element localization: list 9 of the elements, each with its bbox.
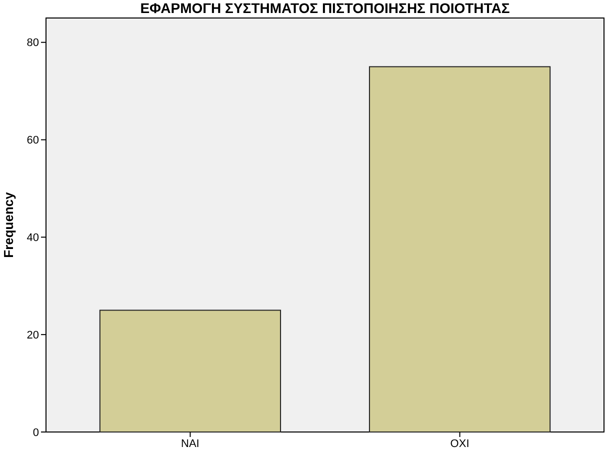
- y-tick-label: 80: [26, 37, 39, 50]
- y-tick-label: 0: [32, 426, 39, 439]
- x-tick-label: ΝΑΙ: [181, 438, 200, 450]
- y-tick-label: 60: [26, 134, 39, 147]
- y-tick-label: 20: [26, 329, 39, 342]
- chart-title: ΕΦΑΡΜΟΓΗ ΣΥΣΤΗΜΑΤΟΣ ΠΙΣΤΟΠΟΙΗΣΗΣ ΠΟΙΟΤΗΤΑΣ: [140, 0, 510, 16]
- x-tick-label: ΟΧΙ: [450, 438, 470, 450]
- y-axis-title: Frequency: [1, 191, 16, 258]
- y-tick-label: 40: [26, 232, 39, 244]
